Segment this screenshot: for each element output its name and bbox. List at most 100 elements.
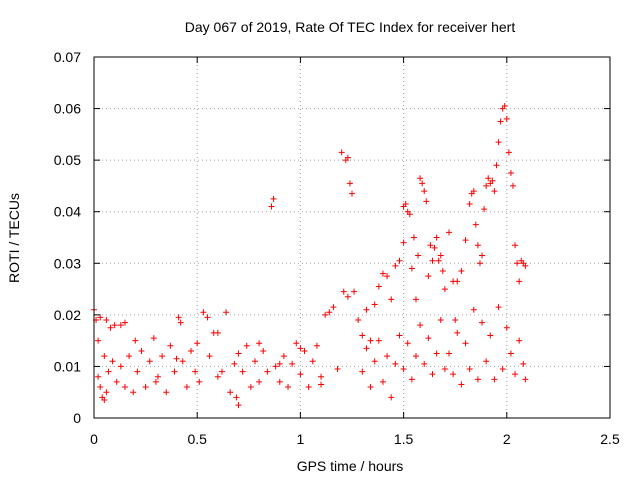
data-point	[520, 360, 527, 367]
data-point	[474, 242, 481, 249]
data-point	[154, 373, 161, 380]
data-point	[177, 319, 184, 326]
data-point	[501, 102, 508, 109]
x-tick-label: 2	[503, 431, 511, 447]
x-tick-label: 0	[90, 431, 98, 447]
data-point	[313, 342, 320, 349]
data-point	[142, 384, 149, 391]
x-tick-label: 1.5	[394, 431, 414, 447]
tick-marks	[93, 56, 611, 419]
plot-frame	[93, 56, 611, 419]
data-point	[223, 309, 230, 316]
data-point	[408, 376, 415, 383]
data-point	[425, 273, 432, 280]
data-point	[441, 366, 448, 373]
data-point	[406, 211, 413, 218]
data-point	[375, 283, 382, 290]
data-point	[439, 268, 446, 275]
data-point	[375, 337, 382, 344]
data-point	[516, 337, 523, 344]
y-tick-label: 0.01	[54, 358, 81, 374]
data-point	[103, 389, 110, 396]
data-point	[276, 378, 283, 385]
data-point	[326, 309, 333, 316]
data-point	[462, 340, 469, 347]
chart-title: Day 067 of 2019, Rate Of TEC Index for r…	[185, 19, 516, 35]
data-point	[503, 324, 510, 331]
data-point	[483, 358, 490, 365]
data-point	[194, 340, 201, 347]
data-point	[491, 376, 498, 383]
data-point	[509, 182, 516, 189]
y-tick-labels: 0 0.01 0.02 0.03 0.04 0.05 0.06 0.07	[54, 49, 81, 426]
data-point	[429, 257, 436, 264]
data-point	[491, 188, 498, 195]
data-point	[371, 301, 378, 308]
data-point	[196, 378, 203, 385]
data-point	[363, 306, 370, 313]
data-point	[371, 358, 378, 365]
data-point	[437, 317, 444, 324]
data-point	[379, 378, 386, 385]
data-point	[412, 296, 419, 303]
data-point	[512, 242, 519, 249]
data-point	[330, 304, 337, 311]
data-point	[400, 239, 407, 246]
data-point	[512, 371, 519, 378]
x-tick-labels: 0 0.5 1 1.5 2 2.5	[90, 431, 620, 447]
data-point	[507, 350, 514, 357]
data-point	[415, 252, 422, 259]
data-point	[167, 342, 174, 349]
data-point	[425, 335, 432, 342]
data-point	[318, 373, 325, 380]
data-point	[452, 317, 459, 324]
data-point	[105, 368, 112, 375]
data-point	[206, 353, 213, 360]
data-point	[499, 366, 506, 373]
data-point	[503, 115, 510, 122]
data-point	[392, 262, 399, 269]
data-point	[293, 340, 300, 347]
y-axis-label: ROTI / TECUs	[6, 193, 22, 283]
data-point	[109, 358, 116, 365]
data-point	[466, 200, 473, 207]
data-point	[379, 270, 386, 277]
data-point	[179, 358, 186, 365]
data-point	[417, 175, 424, 182]
data-point	[268, 203, 275, 210]
data-point	[103, 317, 110, 324]
data-point	[338, 149, 345, 156]
data-point	[429, 371, 436, 378]
data-point	[272, 363, 279, 370]
data-point	[301, 347, 308, 354]
data-points	[91, 102, 529, 409]
data-point	[470, 306, 477, 313]
data-point	[204, 314, 211, 321]
data-point	[231, 360, 238, 367]
data-point	[214, 373, 221, 380]
data-point	[97, 384, 104, 391]
data-point	[183, 384, 190, 391]
data-point	[454, 278, 461, 285]
data-point	[101, 353, 108, 360]
data-point	[419, 180, 426, 187]
data-point	[485, 175, 492, 182]
data-point	[516, 278, 523, 285]
data-point	[396, 257, 403, 264]
data-point	[446, 350, 453, 357]
x-tick-label: 0.5	[187, 431, 207, 447]
data-point	[95, 337, 102, 344]
data-point	[476, 260, 483, 267]
data-point	[171, 368, 178, 375]
data-point	[392, 360, 399, 367]
data-point	[489, 177, 496, 184]
data-point	[285, 384, 292, 391]
data-point	[474, 376, 481, 383]
data-point	[163, 389, 170, 396]
data-point	[351, 288, 358, 295]
data-point	[404, 340, 411, 347]
data-point	[95, 373, 102, 380]
y-tick-label: 0	[73, 410, 81, 426]
data-point	[402, 200, 409, 207]
data-point	[396, 332, 403, 339]
